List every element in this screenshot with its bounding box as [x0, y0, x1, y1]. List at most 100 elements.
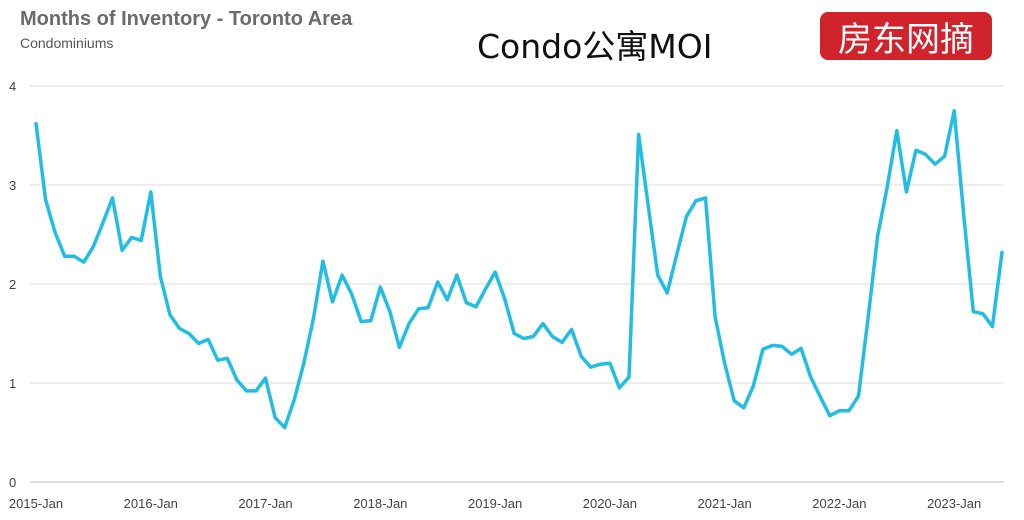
data-point: [809, 375, 812, 379]
data-point: [886, 185, 889, 189]
data-point: [952, 109, 956, 112]
data-point: [474, 305, 478, 308]
data-point: [732, 399, 736, 403]
data-point: [140, 239, 143, 242]
data-point: [44, 198, 47, 202]
data-point: [780, 345, 784, 348]
data-point: [283, 426, 286, 429]
x-tick-label: 2020-Jan: [583, 496, 637, 511]
data-point: [847, 409, 851, 412]
data-point: [637, 133, 640, 136]
data-point: [92, 245, 95, 248]
data-point: [226, 357, 229, 360]
data-point: [503, 297, 506, 301]
data-point: [819, 395, 822, 399]
data-point: [704, 196, 707, 200]
data-point: [943, 155, 946, 158]
series-group: [34, 109, 1004, 430]
grid-lines: [30, 85, 1004, 483]
data-point: [532, 335, 535, 338]
data-point: [273, 416, 277, 419]
data-point: [771, 344, 774, 347]
data-point: [599, 362, 602, 366]
data-point: [857, 394, 860, 398]
y-tick-label: 3: [9, 178, 16, 193]
data-point: [197, 342, 200, 345]
data-point: [924, 153, 927, 156]
x-tick-label: 2022-Jan: [812, 496, 866, 511]
data-point: [53, 231, 57, 234]
data-point: [905, 190, 908, 194]
x-tick-label: 2019-Jan: [468, 496, 522, 511]
data-point: [560, 341, 564, 344]
data-point: [666, 291, 669, 295]
data-point: [302, 362, 306, 365]
data-point: [331, 300, 334, 304]
data-point: [656, 273, 659, 277]
data-point: [627, 375, 631, 379]
x-tick-label: 2017-Jan: [238, 496, 292, 511]
chart-title: Months of Inventory - Toronto Area: [20, 8, 353, 30]
data-point: [178, 327, 181, 330]
data-point: [149, 190, 152, 194]
data-point: [484, 287, 487, 291]
data-point: [895, 129, 898, 132]
x-tick-label: 2018-Jan: [353, 496, 407, 511]
data-point: [962, 213, 965, 216]
data-point: [1000, 251, 1004, 254]
data-point: [933, 163, 937, 166]
watermark-badge: 房东网摘: [820, 12, 992, 60]
data-point: [159, 274, 162, 278]
data-point: [168, 313, 172, 316]
data-point: [513, 332, 516, 335]
data-point: [541, 322, 545, 325]
data-point: [235, 378, 239, 382]
data-point: [981, 312, 985, 315]
data-point: [436, 280, 439, 284]
data-point: [321, 260, 325, 263]
x-tick-label: 2015-Jan: [9, 496, 63, 511]
data-point: [359, 320, 363, 323]
data-point: [187, 332, 191, 335]
data-point: [120, 249, 124, 252]
y-tick-label: 0: [9, 475, 16, 490]
data-point: [618, 386, 621, 390]
data-point: [398, 346, 401, 349]
data-point: [579, 355, 583, 358]
data-point: [379, 285, 382, 289]
data-point: [742, 406, 745, 409]
data-point: [216, 359, 219, 362]
data-point: [685, 215, 688, 218]
data-point: [82, 261, 86, 264]
data-point: [407, 322, 411, 325]
data-point: [589, 365, 592, 369]
data-point: [426, 306, 430, 309]
data-point: [111, 196, 114, 200]
data-point: [465, 301, 468, 305]
data-point: [206, 338, 210, 341]
x-tick-label: 2023-Jan: [927, 496, 981, 511]
data-point: [570, 328, 573, 331]
data-point: [34, 122, 38, 125]
chart-subtitle: Condominiums: [20, 35, 114, 51]
data-point: [340, 273, 344, 277]
data-point: [455, 273, 459, 277]
y-tick-label: 4: [9, 79, 16, 94]
data-point: [799, 347, 803, 350]
data-point: [369, 319, 372, 322]
data-point: [752, 384, 755, 388]
data-point: [245, 389, 248, 393]
data-point: [761, 348, 765, 351]
y-tick-label: 2: [9, 277, 16, 292]
overlay-caption: Condo公寓MOI: [477, 27, 713, 66]
data-point: [63, 255, 66, 258]
data-point: [608, 362, 612, 365]
y-tick-label: 1: [9, 376, 16, 391]
data-point: [790, 353, 793, 356]
data-point: [838, 409, 841, 412]
data-point: [694, 199, 698, 203]
data-point: [551, 335, 554, 338]
data-point: [130, 236, 133, 239]
data-point: [991, 325, 994, 328]
series-line: [34, 109, 1004, 430]
